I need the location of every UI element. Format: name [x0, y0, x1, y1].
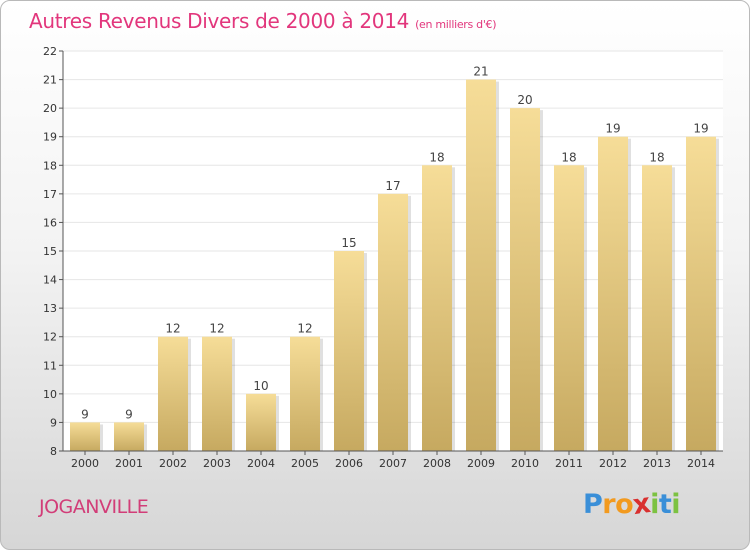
x-tick-label: 2008 [423, 457, 451, 470]
logo-letter: o [615, 489, 634, 520]
bar [378, 193, 408, 451]
bar-value-label: 19 [605, 122, 620, 136]
y-tick-label: 19 [43, 131, 57, 144]
x-tick-label: 2010 [511, 457, 539, 470]
y-tick-label: 21 [43, 74, 57, 87]
x-tick-label: 2014 [687, 457, 715, 470]
x-tick-label: 2009 [467, 457, 495, 470]
bar-value-label: 10 [253, 379, 268, 393]
bar-value-label: 18 [561, 150, 576, 164]
bar [598, 136, 628, 451]
y-tick-label: 8 [50, 445, 57, 458]
y-tick-label: 14 [43, 274, 57, 287]
bar-value-label: 12 [297, 322, 312, 336]
logo-letter: t [658, 489, 672, 520]
bar [510, 108, 540, 452]
y-tick-label: 16 [43, 216, 57, 229]
bar-value-label: 18 [649, 150, 664, 164]
bar [246, 393, 276, 451]
x-tick-label: 2012 [599, 457, 627, 470]
bar-value-label: 20 [517, 93, 532, 107]
y-tick-label: 11 [43, 359, 57, 372]
logo-letter: r [602, 489, 616, 520]
bar [686, 136, 716, 451]
x-tick-label: 2003 [203, 457, 231, 470]
y-tick-label: 20 [43, 102, 57, 115]
bar-value-label: 12 [209, 322, 224, 336]
bar [202, 336, 232, 451]
bar-value-label: 17 [385, 179, 400, 193]
bar [466, 79, 496, 452]
x-tick-label: 2005 [291, 457, 319, 470]
x-tick-label: 2000 [71, 457, 99, 470]
x-tick-label: 2001 [115, 457, 143, 470]
bar [334, 251, 364, 451]
logo-letter: P [583, 489, 603, 520]
bar [290, 336, 320, 451]
y-tick-label: 9 [50, 416, 57, 429]
x-tick-label: 2006 [335, 457, 363, 470]
y-tick-label: 22 [43, 45, 57, 58]
y-tick-label: 15 [43, 245, 57, 258]
bar-value-label: 9 [125, 407, 133, 421]
bar [642, 165, 672, 452]
x-tick-label: 2007 [379, 457, 407, 470]
bar-value-label: 21 [473, 65, 488, 79]
bar-value-label: 15 [341, 236, 356, 250]
proxiti-logo: Proxiti [583, 487, 681, 522]
chart-title: Autres Revenus Divers de 2000 à 2014 [29, 9, 410, 33]
y-tick-label: 12 [43, 331, 57, 344]
chart-unit: (en milliers d'€) [415, 18, 497, 31]
y-tick-label: 13 [43, 302, 57, 315]
y-tick-label: 18 [43, 159, 57, 172]
x-tick-label: 2011 [555, 457, 583, 470]
y-tick-label: 10 [43, 388, 57, 401]
y-tick-label: 17 [43, 188, 57, 201]
chart-title-block: Autres Revenus Divers de 2000 à 2014 (en … [29, 9, 497, 33]
logo-letter: x [631, 487, 653, 522]
bar-value-label: 19 [693, 122, 708, 136]
logo-letter: i [671, 489, 681, 520]
x-tick-label: 2002 [159, 457, 187, 470]
city-name: JOGANVILLE [39, 496, 149, 518]
bar-value-label: 18 [429, 150, 444, 164]
bar [70, 422, 100, 451]
bar [422, 165, 452, 452]
x-tick-label: 2004 [247, 457, 275, 470]
logo-letter: i [650, 489, 659, 520]
x-tick-label: 2013 [643, 457, 671, 470]
bar [158, 336, 188, 451]
bar [554, 165, 584, 452]
bar [114, 422, 144, 451]
bar-value-label: 9 [81, 407, 89, 421]
bar-value-label: 12 [165, 322, 180, 336]
